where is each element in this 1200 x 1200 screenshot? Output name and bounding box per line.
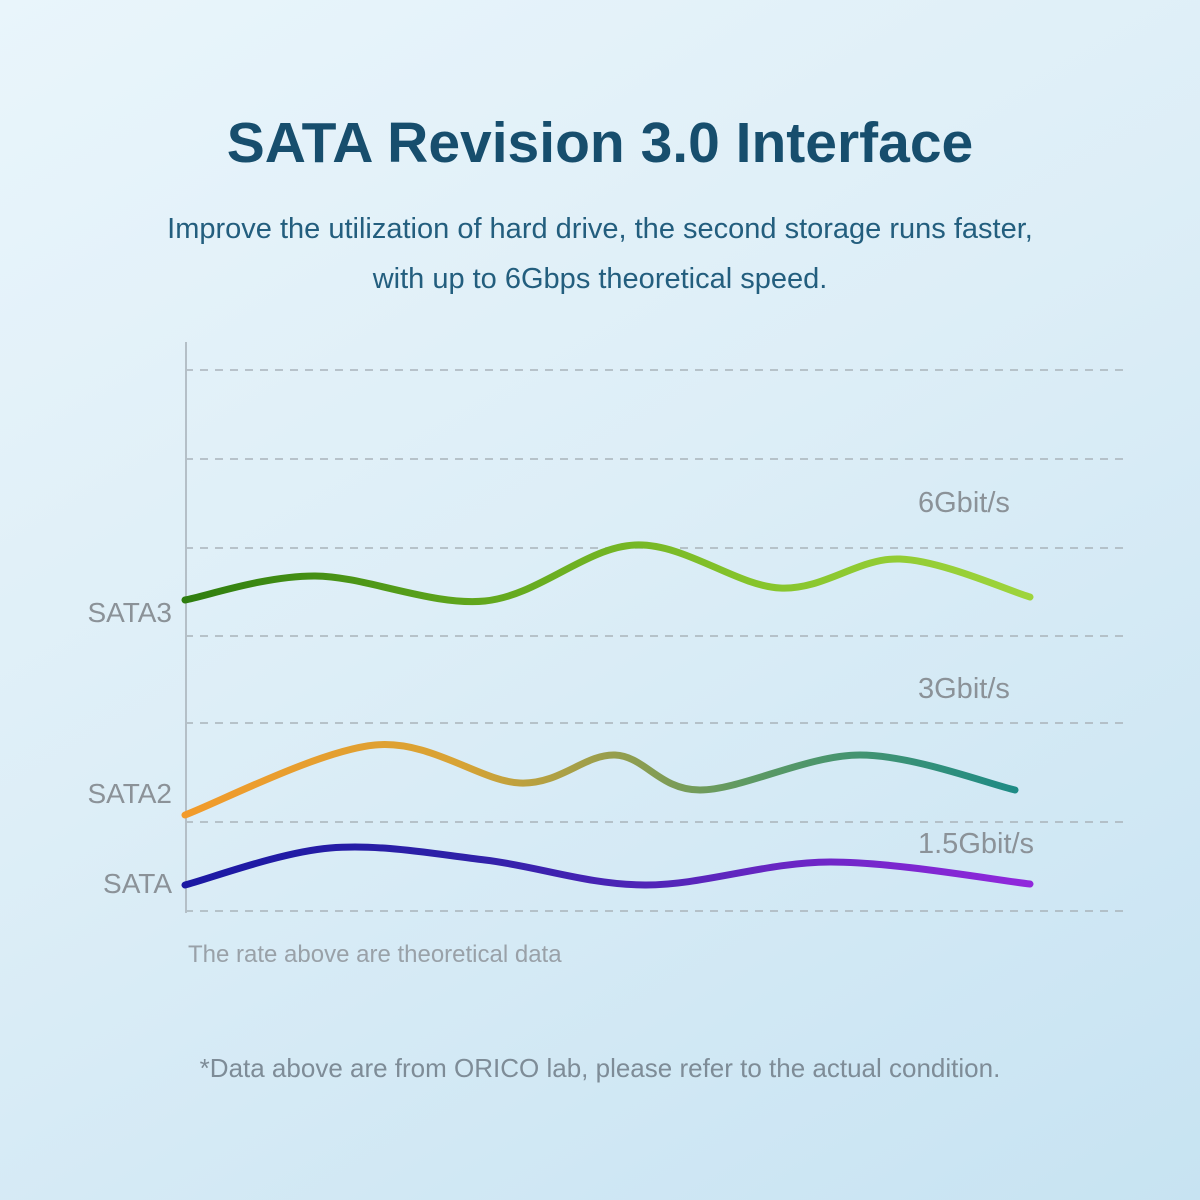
category-label-sata: SATA — [103, 868, 172, 899]
subtitle: Improve the utilization of hard drive, t… — [0, 204, 1200, 304]
rate-label-6gbit: 6Gbit/s — [918, 487, 1010, 519]
wave-sata3 — [181, 541, 1034, 606]
footnote: *Data above are from ORICO lab, please r… — [199, 1053, 1001, 1083]
chart-note: The rate above are theoretical data — [188, 941, 562, 968]
category-label-sata3: SATA3 — [87, 597, 172, 628]
category-label-sata2: SATA2 — [87, 778, 172, 809]
speed-chart-svg — [181, 342, 1125, 913]
wave-sata2 — [181, 741, 1019, 819]
rate-label-1-5gbit: 1.5Gbit/s — [918, 828, 1035, 860]
page-title: SATA Revision 3.0 Interface — [226, 111, 974, 175]
rate-label-3gbit: 3Gbit/s — [918, 673, 1010, 705]
wave-sata — [181, 843, 1034, 889]
sata-speed-chart — [181, 340, 1125, 915]
subtitle-line-1: Improve the utilization of hard drive, t… — [167, 213, 1033, 245]
subtitle-line-2: with up to 6Gbps theoretical speed. — [372, 263, 828, 295]
